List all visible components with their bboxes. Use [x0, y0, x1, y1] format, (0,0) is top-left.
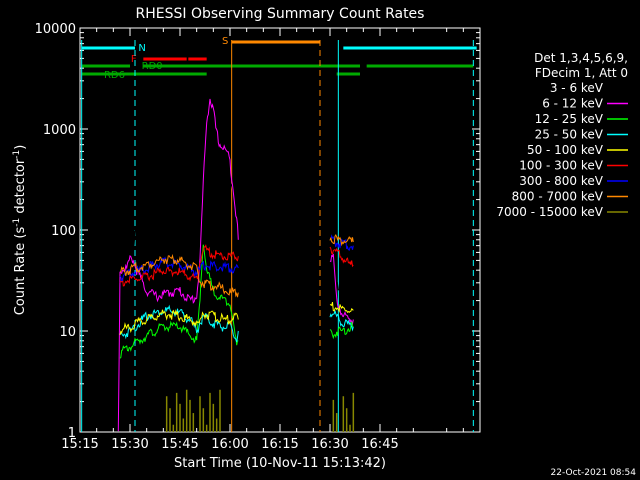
- x-tick-labels: 15:15 15:30 15:45 16:00 16:15 16:30 16:45: [61, 437, 398, 452]
- legend-label: 7000 - 15000 keV: [496, 205, 603, 219]
- legend-header-line1: Det 1,3,4,5,6,9,: [534, 51, 628, 65]
- legend-label: 3 - 6 keV: [550, 81, 604, 95]
- legend-label: 12 - 25 keV: [535, 112, 604, 126]
- series-line: [119, 244, 239, 359]
- y-axis-label-exp2: -1: [12, 150, 22, 159]
- series-line: [119, 244, 239, 287]
- series-line: [329, 253, 354, 326]
- y-axis-label-main: Count Rate (s: [13, 227, 28, 316]
- legend-label: 50 - 100 keV: [527, 143, 604, 157]
- y-tick-label: 10: [59, 325, 76, 340]
- y-tick-label: 10000: [35, 22, 76, 37]
- state-label-rd0: RD0: [142, 61, 163, 72]
- y-tick-label: 1: [68, 426, 76, 441]
- legend: Det 1,3,4,5,6,9, FDecim 1, Att 0 3 - 6 k…: [496, 51, 628, 219]
- chart-title: RHESSI Observing Summary Count Rates: [136, 6, 425, 22]
- y-axis-label-mid: detector: [13, 158, 28, 218]
- state-label-f: F: [131, 54, 137, 65]
- y-tick-label: 1000: [43, 123, 76, 138]
- x-tick-label: 16:00: [211, 437, 248, 452]
- bursts-group: [165, 389, 355, 432]
- series-line: [329, 301, 354, 314]
- plot-area: [79, 27, 481, 433]
- x-axis-label: Start Time (10-Nov-11 15:13:42): [174, 456, 386, 471]
- y-tick-label: 100: [51, 224, 76, 239]
- series-line: [119, 304, 239, 343]
- y-axis-label: Count Rate (s-1 detector-1): [12, 145, 28, 316]
- state-label-n: N: [138, 43, 145, 54]
- state-label-rd6: RD6: [104, 70, 125, 81]
- footer-date: 22-Oct-2021 08:54: [551, 468, 637, 478]
- vertical-markers: [81, 40, 474, 432]
- x-tick-label: 16:45: [361, 437, 398, 452]
- x-tick-label: 15:30: [111, 437, 148, 452]
- series-line: [329, 233, 354, 247]
- x-tick-label: 16:15: [261, 437, 298, 452]
- legend-label: 25 - 50 keV: [535, 128, 604, 142]
- legend-label: 300 - 800 keV: [519, 174, 603, 188]
- legend-header-line2: FDecim 1, Att 0: [535, 66, 628, 80]
- x-tick-label: 15:15: [61, 437, 98, 452]
- series-group: [117, 98, 354, 432]
- legend-label: 800 - 7000 keV: [512, 190, 604, 204]
- series-line: [329, 234, 354, 252]
- series-line: [119, 253, 239, 298]
- legend-label: 100 - 300 keV: [519, 159, 603, 173]
- axis-ticks: [79, 27, 480, 433]
- y-axis-label-end: ): [13, 145, 28, 150]
- state-label-s: S: [222, 36, 228, 47]
- series-line: [119, 309, 239, 336]
- series-line: [329, 246, 354, 268]
- series-line: [329, 321, 354, 340]
- series-line: [119, 256, 239, 282]
- x-tick-label: 15:45: [161, 437, 198, 452]
- x-tick-label: 16:30: [311, 437, 348, 452]
- series-line: [329, 244, 354, 315]
- y-tick-labels: 1 10 100 1000 10000: [35, 22, 76, 441]
- y-axis-label-exp1: -1: [12, 218, 22, 227]
- series-line: [329, 310, 354, 332]
- state-bars: NF RD0 RD6 S: [81, 36, 477, 81]
- legend-label: 6 - 12 keV: [542, 97, 604, 111]
- plot-frame: [79, 27, 481, 433]
